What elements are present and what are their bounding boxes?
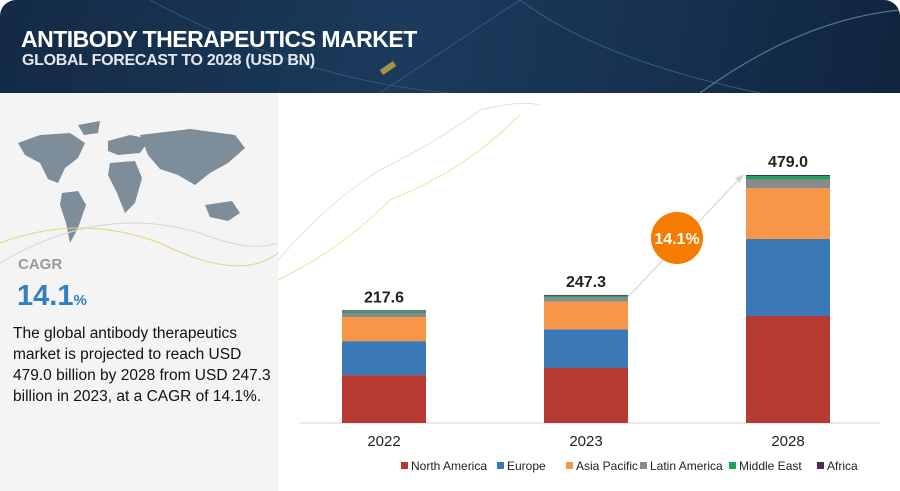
bar-segment-europe bbox=[342, 341, 426, 376]
legend-swatch bbox=[729, 462, 736, 469]
x-tick-label: 2022 bbox=[367, 433, 400, 450]
legend-item-label: Middle East bbox=[739, 459, 802, 473]
growth-arrow-head bbox=[735, 174, 744, 183]
bar-total-label: 247.3 bbox=[566, 274, 606, 291]
decorative-curve-gray bbox=[277, 102, 541, 261]
legend-swatch bbox=[497, 462, 504, 469]
header-banner: ANTIBODY THERAPEUTICS MARKET GLOBAL FORE… bbox=[0, 0, 900, 93]
cagr-unit: % bbox=[73, 292, 87, 309]
legend-item-label: Africa bbox=[827, 459, 858, 473]
bar-segment-latin-america bbox=[746, 179, 830, 189]
bar-segment-europe bbox=[544, 329, 628, 369]
banner-decoration bbox=[149, 0, 900, 93]
legend-item-label: Asia Pacific bbox=[576, 459, 638, 473]
bar-segment-europe bbox=[746, 238, 830, 316]
page-title: ANTIBODY THERAPEUTICS MARKET bbox=[21, 26, 417, 52]
cagr-bubble-text: 14.1% bbox=[654, 231, 699, 248]
bar-total-label: 479.0 bbox=[768, 154, 808, 171]
legend-item-label: North America bbox=[411, 459, 487, 473]
page-subtitle: GLOBAL FORECAST TO 2028 (USD BN) bbox=[22, 52, 315, 69]
market-description: The global antibody therapeutics market … bbox=[13, 325, 271, 405]
bar-segment-middle-east bbox=[746, 176, 830, 180]
decorative-curve-yellow bbox=[277, 114, 521, 281]
bar-segment-africa bbox=[342, 310, 426, 312]
x-tick-label: 2028 bbox=[771, 433, 804, 450]
bar-segment-africa bbox=[544, 294, 628, 296]
bar-segment-asia-pacific bbox=[544, 301, 628, 330]
bar-segment-latin-america bbox=[544, 297, 628, 302]
bar-segment-africa bbox=[746, 175, 830, 177]
x-tick-label: 2023 bbox=[569, 433, 602, 450]
world-map-icon bbox=[18, 121, 245, 243]
bar-segment-north-america bbox=[544, 368, 628, 423]
bar-segment-asia-pacific bbox=[746, 188, 830, 239]
decorative-curve bbox=[0, 222, 278, 267]
legend-swatch bbox=[401, 462, 408, 469]
bar-segment-middle-east bbox=[544, 295, 628, 298]
cagr-bubble bbox=[651, 212, 703, 264]
summary-panel bbox=[0, 93, 278, 491]
legend-item-label: Europe bbox=[507, 459, 546, 473]
legend-swatch bbox=[817, 462, 824, 469]
legend-swatch bbox=[566, 462, 573, 469]
cagr-value: 14.1% bbox=[17, 280, 87, 313]
cagr-number: 14.1 bbox=[17, 280, 74, 312]
legend-swatch bbox=[640, 462, 647, 469]
legend-item-label: Latin America bbox=[650, 459, 723, 473]
bar-segment-middle-east bbox=[342, 311, 426, 313]
cagr-label: CAGR bbox=[18, 256, 63, 273]
bar-total-label: 217.6 bbox=[364, 289, 404, 306]
bar-segment-asia-pacific bbox=[342, 317, 426, 342]
bar-segment-north-america bbox=[746, 315, 830, 423]
bar-segment-north-america bbox=[342, 375, 426, 423]
bar-segment-latin-america bbox=[342, 312, 426, 318]
